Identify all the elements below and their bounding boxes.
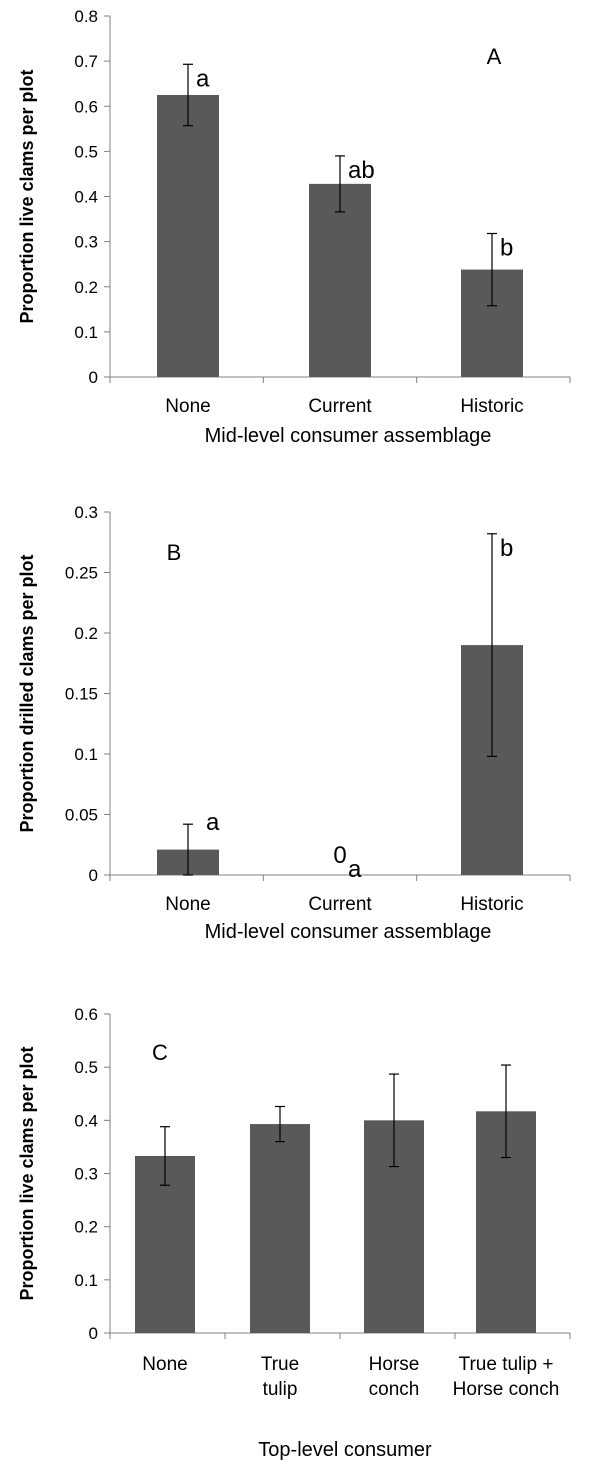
y-axis-title: Proportion live clams per plot: [17, 69, 37, 323]
y-tick-label: 0.2: [74, 278, 98, 297]
significance-letter: b: [500, 535, 513, 562]
chart-panel-b: 00.050.10.150.20.250.3aNone0aCurrentbHis…: [17, 503, 571, 943]
category-label: Current: [308, 894, 372, 915]
bar: [157, 94, 219, 377]
y-tick-label: 0.3: [74, 1165, 98, 1184]
y-tick-label: 0.05: [65, 806, 98, 825]
significance-letter: ab: [348, 157, 375, 184]
y-tick-label: 0: [89, 866, 98, 885]
chart-panel-c: 0 0.1 0.2 0.3 0.4 0.5 0.6 None True tulip Horse con…: [17, 1005, 571, 1461]
category-label: None: [165, 894, 210, 915]
significance-letter: a: [348, 856, 362, 883]
y-tick-label: 0.3: [74, 503, 98, 522]
y-axis-title: Proportion live clams per plot: [17, 1046, 37, 1300]
x-axis-title: Top-level consumer: [258, 1439, 432, 1461]
y-tick-label: 0.1: [74, 323, 98, 342]
y-tick-label: 0.6: [74, 1005, 98, 1024]
significance-letter: b: [500, 235, 513, 262]
y-tick-label: 0.4: [74, 188, 98, 207]
category-label: Historic: [460, 894, 523, 915]
y-tick-label: 0.15: [65, 685, 98, 704]
y-tick-label: 0.4: [74, 1111, 98, 1130]
y-tick-label: 0.5: [74, 142, 98, 161]
significance-letter: a: [206, 809, 220, 836]
category-label: conch: [369, 1379, 420, 1400]
category-label: True tulip +: [459, 1354, 554, 1375]
x-axis-title: Mid-level consumer assemblage: [205, 921, 492, 943]
y-tick-label: 0.7: [74, 52, 98, 71]
significance-letter: a: [196, 65, 210, 92]
chart-panel-a: 0 0.1 0.2 0.3 0.4 0.5 0.6 0.7 0.8 a None ab Current b…: [17, 7, 571, 447]
category-label: Current: [308, 396, 372, 417]
panel-label: A: [487, 44, 502, 69]
y-tick-label: 0.25: [65, 564, 98, 583]
y-tick-label: 0: [89, 1324, 98, 1343]
y-tick-label: 0.1: [74, 1271, 98, 1290]
y-tick-label: 0.3: [74, 233, 98, 252]
y-tick-label: 0.2: [74, 624, 98, 643]
category-label: Horse conch: [453, 1379, 560, 1400]
y-tick-label: 0.5: [74, 1058, 98, 1077]
x-axis-title: Mid-level consumer assemblage: [205, 425, 492, 447]
panel-label: B: [167, 540, 182, 565]
y-tick-label: 0.8: [74, 7, 98, 26]
category-label: Horse: [369, 1354, 420, 1375]
y-axis-title: Proportion drilled clams per plot: [17, 554, 37, 832]
category-label: None: [165, 396, 210, 417]
category-label: None: [142, 1354, 187, 1375]
category-label: tulip: [263, 1379, 298, 1400]
bar: [250, 1124, 310, 1333]
y-tick-label: 0.1: [74, 745, 98, 764]
category-label: Historic: [460, 396, 523, 417]
category-label: True: [261, 1354, 299, 1375]
y-tick-label: 0: [89, 368, 98, 387]
bar: [309, 183, 371, 377]
value-label: 0: [333, 842, 346, 869]
panel-label: C: [152, 1040, 168, 1065]
y-tick-label: 0.2: [74, 1218, 98, 1237]
y-tick-label: 0.6: [74, 97, 98, 116]
